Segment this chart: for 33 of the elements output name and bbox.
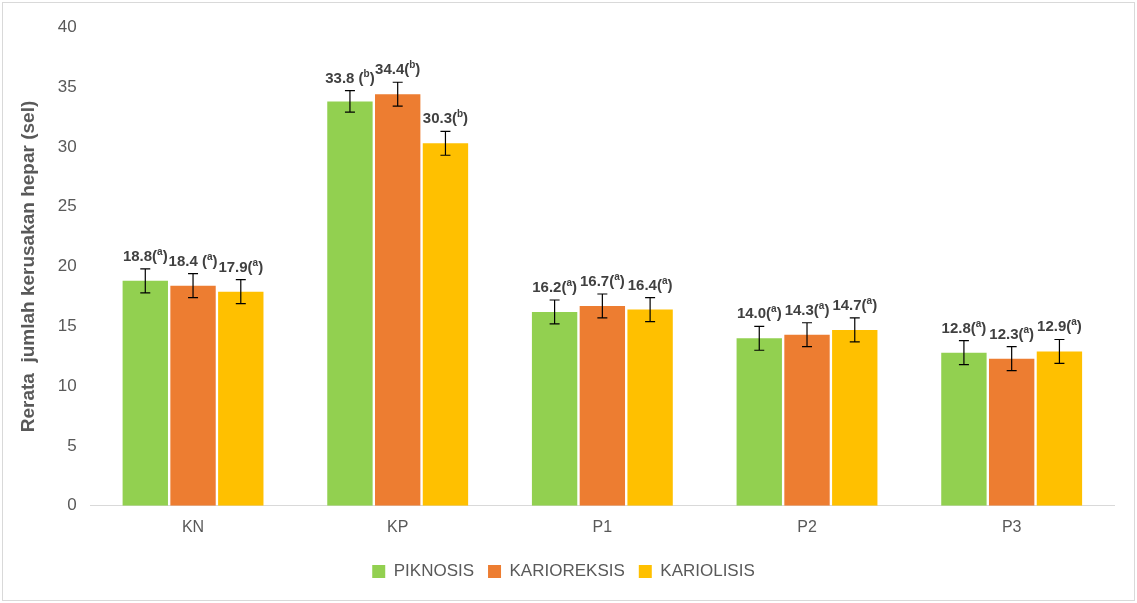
legend-label: PIKNOSIS <box>393 561 475 581</box>
x-tick-label: KP <box>387 517 409 535</box>
bar <box>218 291 264 506</box>
y-axis-title: Rerata jumlah kerusakan hepar (sel) <box>16 100 38 433</box>
y-tick-label: 25 <box>57 196 77 216</box>
y-tick-label: 20 <box>57 256 77 276</box>
x-tick-label: P3 <box>1001 517 1022 535</box>
bar <box>832 329 878 506</box>
x-tick-label: KN <box>181 517 205 535</box>
x-tick-label: P2 <box>797 517 817 535</box>
y-tick-label: 40 <box>57 16 77 36</box>
bar <box>736 338 782 506</box>
y-tick-label: 5 <box>67 435 77 455</box>
bar <box>627 309 673 506</box>
bar <box>375 94 421 506</box>
bar <box>327 101 373 506</box>
bar <box>122 280 168 506</box>
bar <box>941 352 987 506</box>
legend-label: KARIOLISIS <box>660 561 755 581</box>
y-tick-label: 30 <box>57 136 77 156</box>
bar <box>1036 351 1083 506</box>
bar <box>579 305 626 506</box>
bar <box>784 334 830 506</box>
y-tick-label: 15 <box>57 316 77 336</box>
x-tick-label: P1 <box>592 517 613 535</box>
y-tick-label: 10 <box>57 375 77 395</box>
y-tick-label: 35 <box>57 76 77 96</box>
y-tick-label: 0 <box>67 495 77 515</box>
legend-label: KARIOREKSIS <box>509 561 625 581</box>
bar <box>531 311 578 506</box>
bar <box>988 358 1035 506</box>
bar <box>170 285 216 506</box>
bar <box>422 143 469 506</box>
